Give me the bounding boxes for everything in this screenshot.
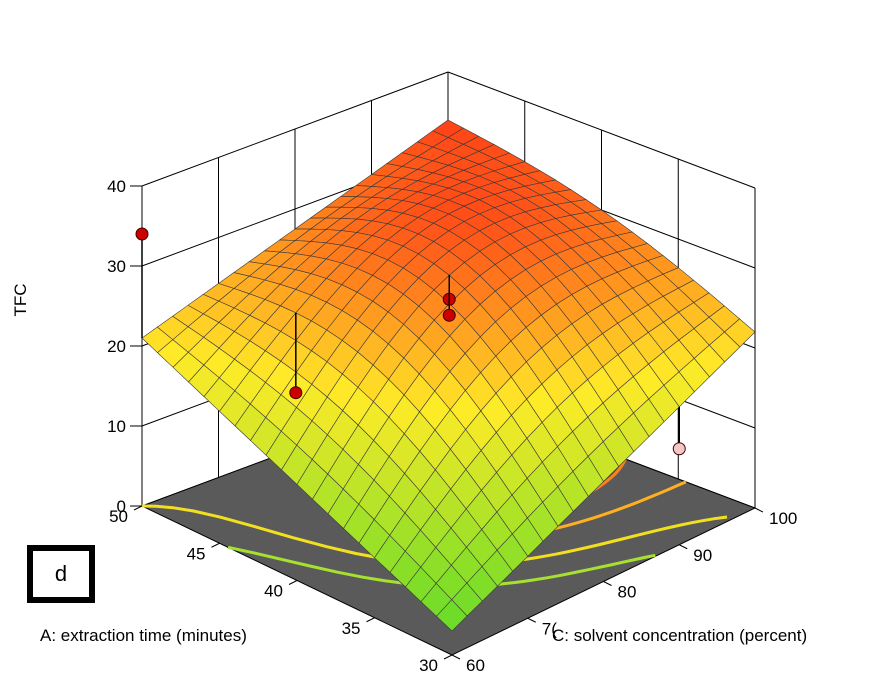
design-point [135,227,149,241]
x-tick-label: 30 [419,656,438,675]
y-tick-label: 90 [693,546,712,565]
y-tick-mark [527,617,536,623]
y-tick-label: 80 [618,583,637,602]
z-tick-label: 40 [107,177,126,196]
y-tick-mark [451,654,461,660]
x-tick-label: 40 [264,582,283,601]
panel-label: d [27,545,95,603]
x-tick-mark [211,542,220,548]
design-point [442,308,456,322]
y-tick-label: 100 [769,509,797,528]
design-point [672,442,686,456]
design-point [289,386,303,400]
x-tick-mark [133,505,143,511]
y-axis-label: C: solvent concentration (percent) [552,626,807,645]
x-tick-label: 45 [187,544,206,563]
x-axis-label: A: extraction time (minutes) [40,626,247,645]
contour-line [141,504,728,567]
y-tick-mark [603,581,612,586]
design-points [135,227,686,456]
y-tick-label: 60 [466,656,485,675]
contour-line [227,545,656,588]
z-tick-label: 10 [107,417,126,436]
y-tick-label: 7( [542,619,557,638]
surface-cell [436,599,468,632]
x-tick-label: 50 [109,507,128,526]
y-tick-mark [754,507,764,513]
x-tick-label: 35 [342,619,361,638]
z-tick-label: 0 [117,497,126,516]
y-tick-mark [679,544,688,550]
response-surface [141,119,756,632]
z-tick-label: 20 [107,337,126,356]
x-tick-mark [443,654,453,660]
z-axis-label: TFC [11,283,30,316]
x-tick-mark [366,617,375,623]
x-tick-mark [288,580,298,585]
axis-ticks: 0 10 20 30 40 30 35 40 45 50 60 7( 80 90 100 [107,177,797,675]
z-tick-label: 30 [107,257,126,276]
